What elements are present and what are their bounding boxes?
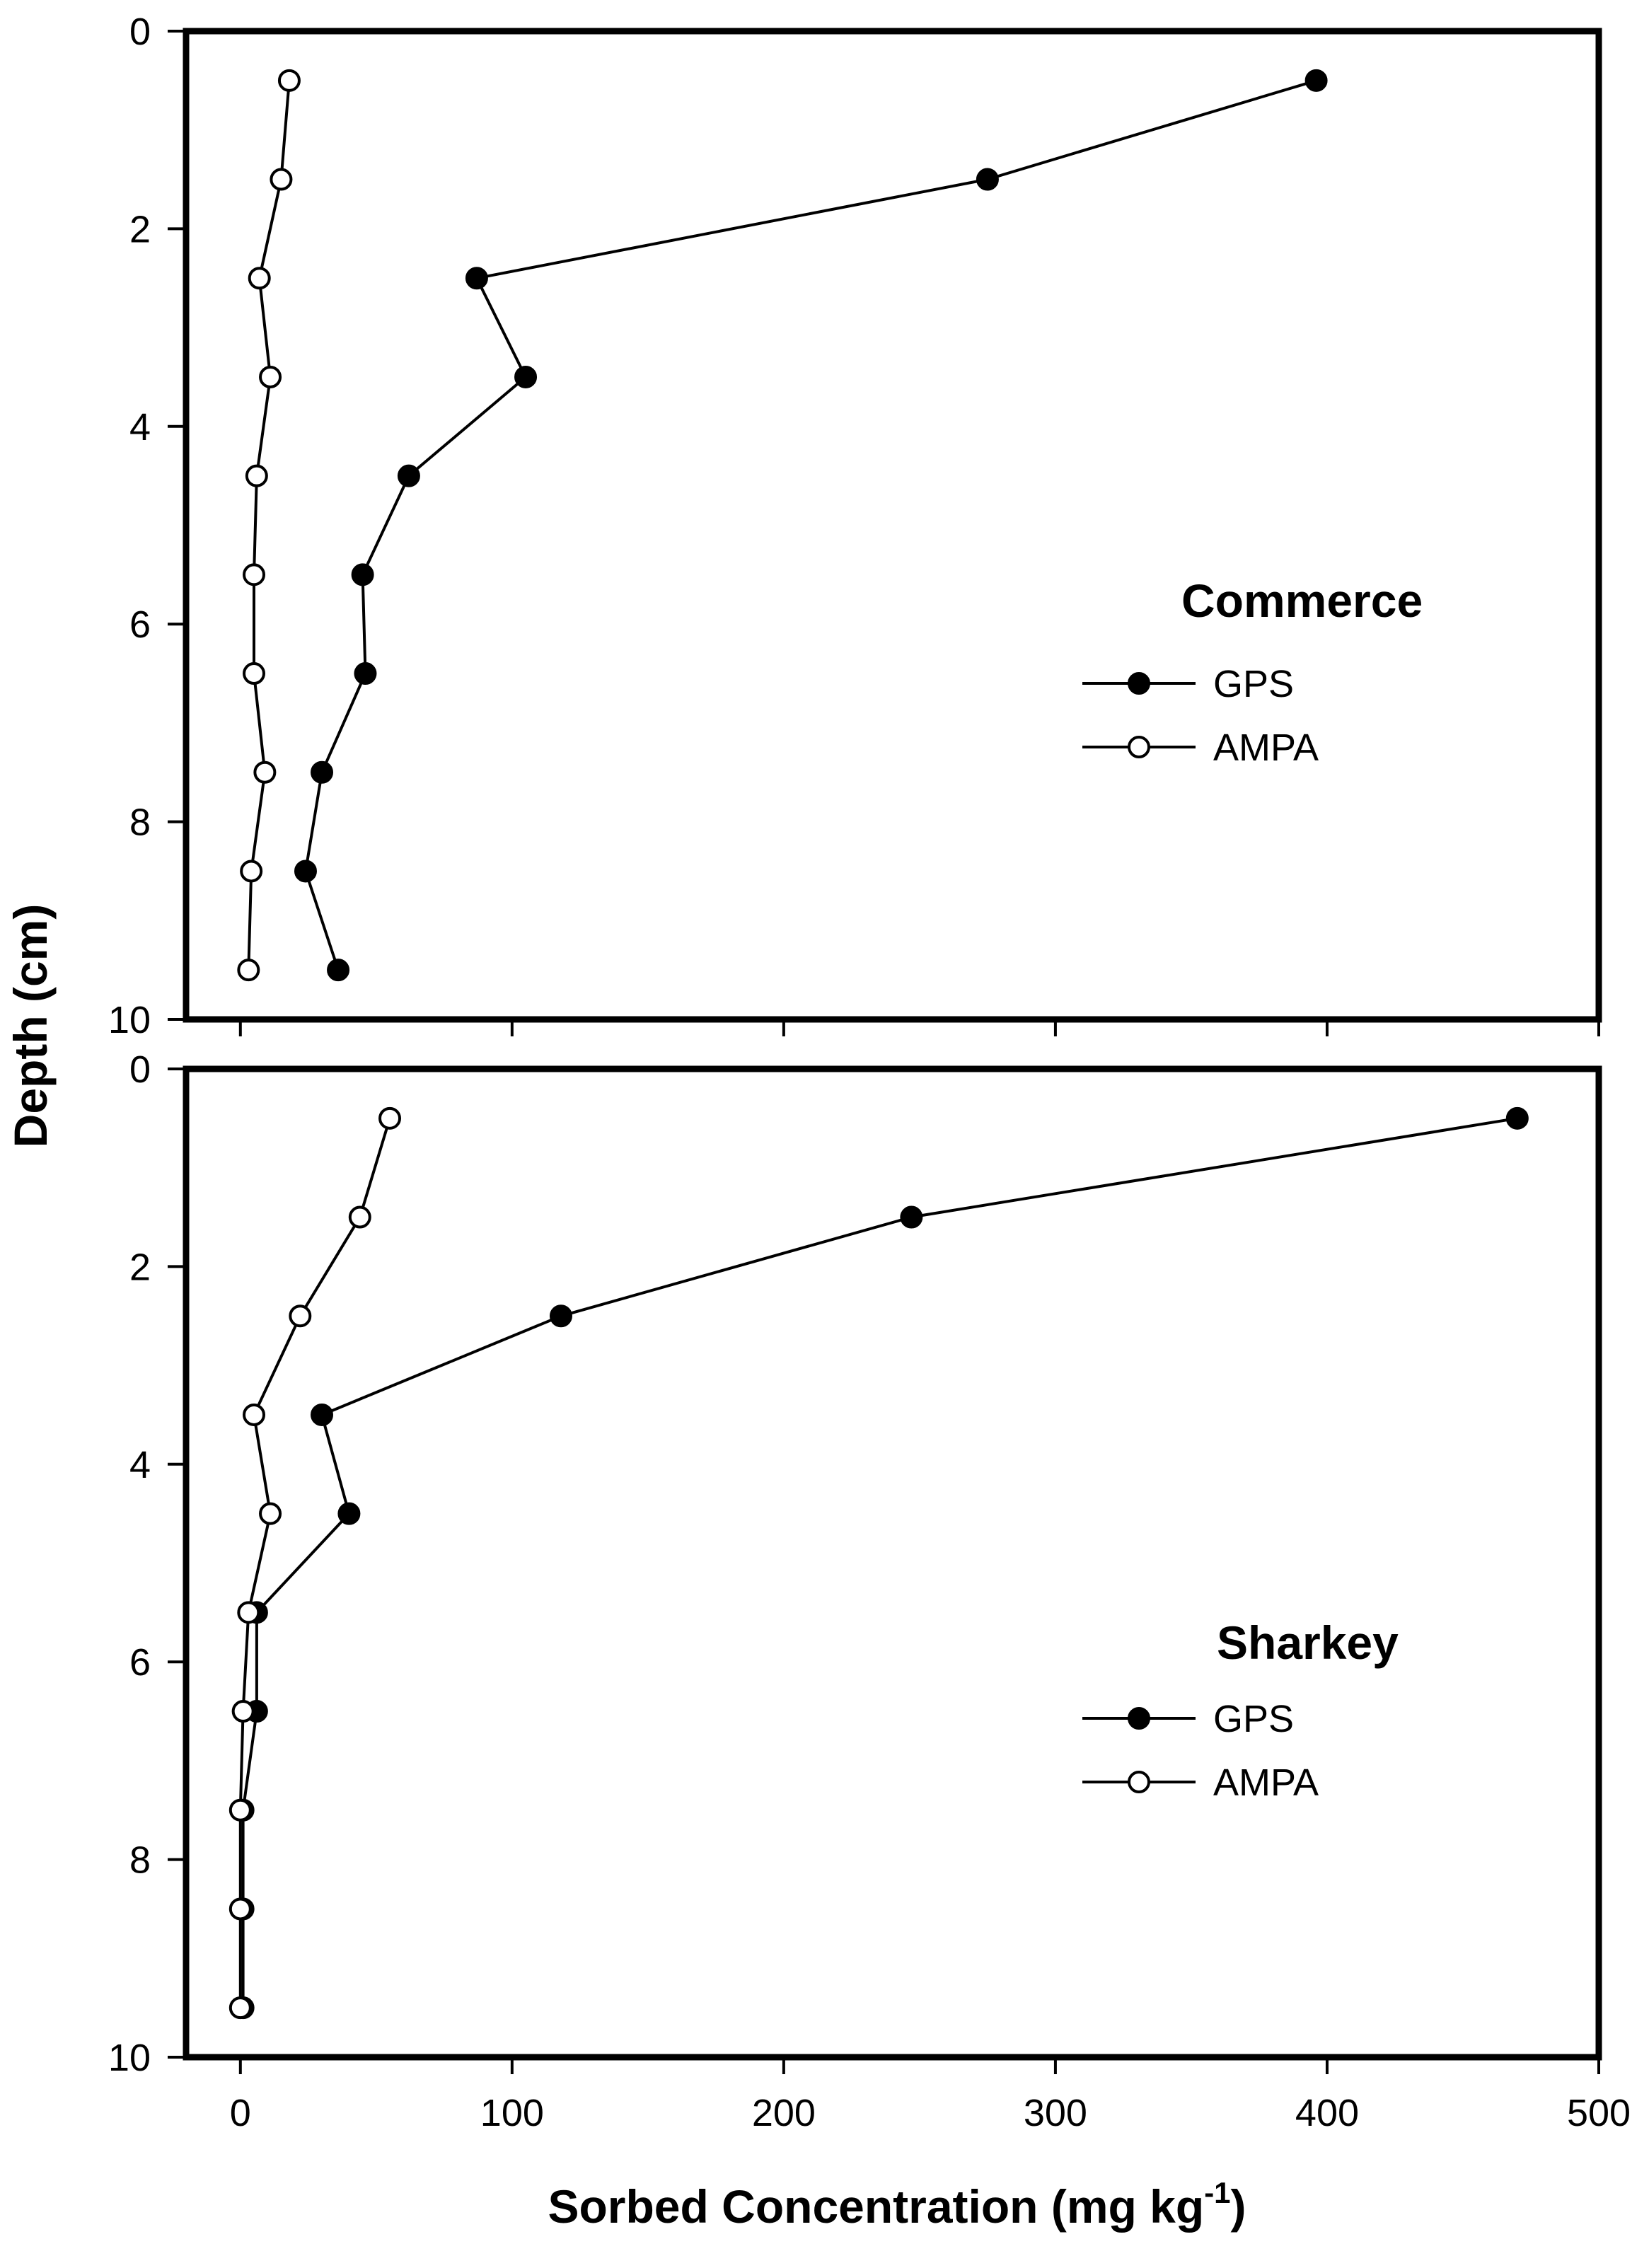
legend-marker-gps: [1128, 1707, 1150, 1730]
data-point-gps: [900, 1205, 923, 1229]
data-point-ampa: [245, 464, 268, 487]
x-axis-ticks-commerce: [238, 1019, 1600, 1036]
panel-sharkey: 0 2 4 6 8 10 0 100 200 300 400 500 Sharkey GPS AMPA: [108, 1048, 1631, 2134]
legend-label-gps: GPS: [1213, 1698, 1294, 1740]
series-line-ampa-sharkey: [238, 1118, 391, 2008]
data-point-gps: [311, 1403, 334, 1426]
y-axis-sharkey: 0 2 4 6 8 10: [108, 1048, 186, 2079]
data-point-gps: [354, 662, 377, 685]
y-axis-commerce: 0 2 4 6 8 10: [108, 11, 186, 1041]
legend-sharkey: Sharkey GPS AMPA: [1082, 1616, 1399, 1804]
legend-commerce: Commerce GPS AMPA: [1082, 574, 1423, 769]
y-tick-label: 10: [108, 999, 151, 1041]
series-line-ampa-commerce: [247, 80, 291, 971]
y-tick-label: 6: [129, 1641, 151, 1684]
y-tick-label: 8: [129, 1839, 151, 1882]
y-tick-label: 0: [129, 1048, 151, 1091]
y-tick-label: 2: [129, 1246, 151, 1288]
data-point-ampa: [228, 1798, 252, 1822]
legend-label-ampa: AMPA: [1213, 727, 1319, 769]
y-tick-label: 4: [129, 1444, 151, 1486]
data-point-ampa: [253, 760, 277, 784]
legend-marker-gps: [1128, 672, 1150, 695]
y-tick-label: 6: [129, 603, 151, 646]
legend-title-commerce: Commerce: [1181, 574, 1423, 627]
legend-marker-ampa: [1128, 1771, 1150, 1793]
plot-frame-sharkey: [183, 1065, 1602, 2061]
data-point-gps: [514, 365, 538, 388]
data-point-gps: [351, 563, 374, 586]
data-point-gps: [337, 1502, 361, 1525]
x-axis-title-superscript: -1: [1204, 2176, 1230, 2209]
x-tick-label: 500: [1567, 2092, 1631, 2134]
data-point-ampa: [348, 1205, 371, 1229]
data-point-ampa: [248, 267, 271, 290]
data-point-ampa: [270, 168, 293, 191]
legend-title-sharkey: Sharkey: [1217, 1616, 1399, 1669]
data-point-ampa: [243, 1403, 266, 1426]
x-axis-title: Sorbed Concentration (mg kg-1): [548, 2176, 1246, 2233]
data-point-gps: [397, 464, 420, 487]
x-axis-sharkey: 0 100 200 300 400 500: [230, 2057, 1631, 2134]
data-point-gps: [1505, 1106, 1529, 1130]
x-axis-title-main: Sorbed Concentration (mg kg: [548, 2180, 1204, 2233]
x-tick-label: 300: [1024, 2092, 1087, 2134]
data-point-gps: [976, 168, 999, 191]
data-point-ampa: [259, 1502, 282, 1525]
y-tick-label: 10: [108, 2037, 151, 2079]
data-point-ampa: [259, 365, 282, 388]
data-point-ampa: [231, 1700, 255, 1723]
legend-label-gps: GPS: [1213, 663, 1294, 705]
series-line-gps-sharkey: [241, 1116, 1518, 2008]
series-group-sharkey: [228, 1106, 1529, 2020]
x-tick-label: 200: [752, 2092, 816, 2134]
x-tick-label: 0: [230, 2092, 251, 2134]
data-point-gps: [311, 760, 334, 784]
panel-commerce: 0 2 4 6 8 10 Commerce GPS AMPA: [108, 11, 1602, 1041]
data-point-ampa: [228, 1897, 252, 1921]
y-axis-title: Depth (cm): [4, 904, 57, 1148]
x-axis-title-end: ): [1231, 2180, 1246, 2233]
series-group-commerce: [237, 69, 1328, 982]
data-point-gps: [327, 959, 350, 982]
plot-frame-commerce: [183, 28, 1602, 1023]
x-tick-label: 100: [480, 2092, 544, 2134]
x-tick-label: 400: [1295, 2092, 1359, 2134]
data-point-ampa: [237, 959, 260, 982]
data-point-gps: [465, 267, 488, 290]
legend-label-ampa: AMPA: [1213, 1761, 1319, 1804]
y-tick-label: 0: [129, 11, 151, 53]
y-tick-label: 2: [129, 208, 151, 250]
y-tick-label: 4: [129, 406, 151, 449]
data-point-ampa: [228, 1996, 252, 2020]
data-point-ampa: [277, 69, 301, 92]
data-point-ampa: [243, 563, 266, 586]
data-point-gps: [1304, 69, 1328, 92]
data-point-ampa: [289, 1304, 312, 1328]
series-line-gps-commerce: [303, 79, 1317, 971]
data-point-ampa: [237, 1601, 260, 1624]
data-point-ampa: [240, 860, 263, 883]
y-tick-label: 8: [129, 802, 151, 844]
data-point-ampa: [378, 1106, 402, 1130]
data-point-gps: [549, 1304, 572, 1328]
data-point-ampa: [243, 662, 266, 685]
data-point-gps: [294, 860, 317, 883]
legend-marker-ampa: [1128, 736, 1150, 758]
